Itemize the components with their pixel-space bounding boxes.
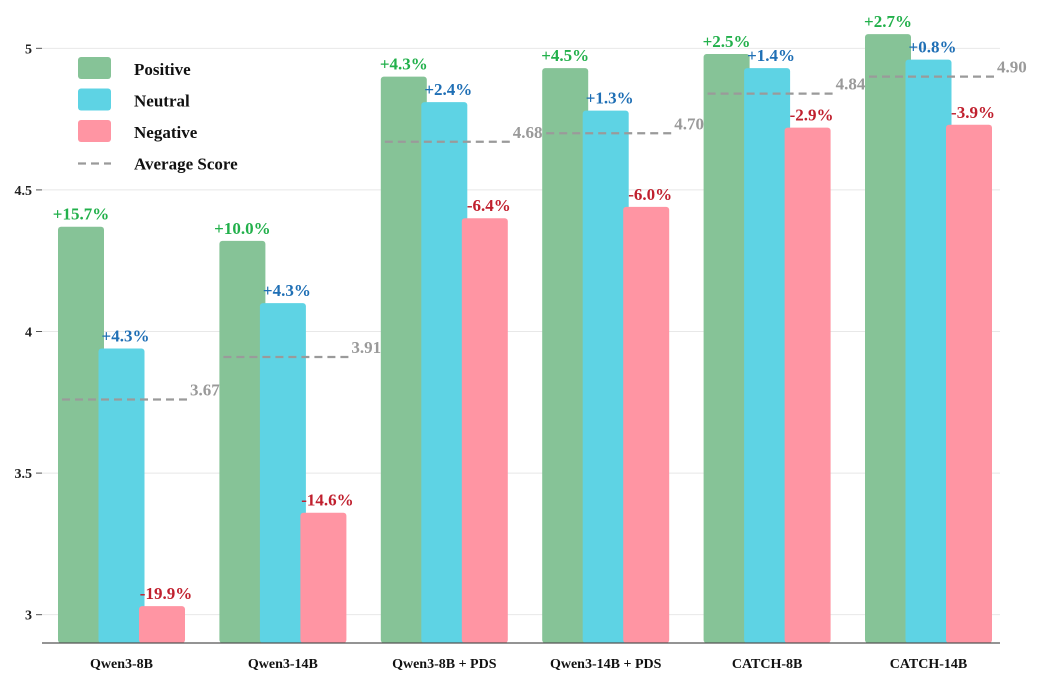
bar-neutral-0	[98, 348, 145, 643]
y-tick-label: 3	[25, 609, 32, 624]
x-tick-label: Qwen3-14B	[248, 657, 318, 672]
legend-swatch-neutral	[78, 88, 111, 111]
data-label-neutral-2: +2.4%	[424, 80, 472, 99]
x-tick-label: Qwen3-14B + PDS	[550, 657, 662, 672]
y-tick-label: 5	[25, 42, 32, 57]
average-label-5: 4.90	[997, 58, 1027, 77]
bar-negative-4	[784, 127, 831, 644]
data-label-positive-3: +4.5%	[541, 46, 589, 65]
bar-neutral-2	[421, 102, 468, 643]
data-label-negative-2: -6.4%	[467, 196, 511, 215]
bar-negative-3	[623, 206, 670, 643]
data-label-neutral-5: +0.8%	[909, 38, 957, 57]
bar-positive-4	[703, 53, 750, 644]
bar-negative-1	[300, 512, 347, 643]
legend-label-neutral: Neutral	[134, 92, 190, 111]
y-tick-label: 4	[25, 326, 32, 341]
data-label-neutral-0: +4.3%	[102, 326, 150, 345]
x-tick-label: CATCH-8B	[732, 657, 803, 672]
legend-swatch-negative	[78, 120, 111, 142]
legend-swatch-positive	[78, 57, 111, 79]
average-label-2: 4.68	[513, 123, 543, 142]
legend: Positive Neutral Negative Average Score	[78, 57, 238, 174]
bar-positive-2	[380, 76, 427, 644]
bar-neutral-1	[259, 303, 306, 643]
bar-neutral-3	[582, 110, 629, 644]
data-label-positive-4: +2.5%	[703, 32, 751, 51]
average-label-4: 4.84	[836, 75, 866, 94]
grid-lines	[42, 47, 1000, 616]
data-label-negative-4: -2.9%	[790, 106, 834, 125]
bars	[58, 34, 992, 644]
y-tick-label: 3.5	[15, 467, 33, 482]
bar-positive-3	[542, 68, 589, 643]
data-label-positive-2: +4.3%	[380, 55, 428, 74]
y-tick-label: 4.5	[15, 184, 33, 199]
data-label-positive-5: +2.7%	[864, 12, 912, 31]
data-label-neutral-1: +4.3%	[263, 281, 311, 300]
data-labels: +15.7% +4.3% -19.9% 3.67 +10.0% +4.3% -14.6% 3.…	[53, 12, 1027, 603]
y-axis-ticks: 3 3.5 4 4.5 5	[15, 42, 42, 624]
legend-label-positive: Positive	[134, 60, 191, 79]
average-label-1: 3.91	[351, 338, 381, 357]
data-label-negative-0: -19.9%	[140, 584, 192, 603]
bar-positive-5	[865, 34, 911, 643]
data-label-neutral-4: +1.4%	[747, 46, 795, 65]
legend-label-average: Average Score	[134, 155, 238, 174]
x-tick-label: CATCH-14B	[890, 657, 968, 672]
x-axis-ticks: Qwen3-8B Qwen3-14B Qwen3-8B + PDS Qwen3-14B…	[90, 657, 967, 672]
data-label-neutral-3: +1.3%	[586, 89, 634, 108]
legend-label-negative: Negative	[134, 123, 198, 142]
average-label-0: 3.67	[190, 380, 220, 399]
x-tick-label: Qwen3-8B + PDS	[392, 657, 497, 672]
x-tick-label: Qwen3-8B	[90, 657, 153, 672]
bar-neutral-5	[905, 59, 952, 644]
data-label-negative-3: -6.0%	[628, 185, 672, 204]
data-label-positive-0: +15.7%	[53, 205, 109, 224]
bar-negative-2	[461, 218, 508, 643]
average-lines	[62, 75, 995, 401]
bar-negative-5	[946, 124, 992, 643]
bar-neutral-4	[744, 68, 791, 643]
bar-positive-0	[58, 226, 104, 644]
data-label-negative-5: -3.9%	[951, 103, 995, 122]
data-label-positive-1: +10.0%	[214, 219, 270, 238]
bar-negative-0	[139, 606, 185, 643]
data-label-negative-1: -14.6%	[301, 491, 353, 510]
average-label-3: 4.70	[674, 114, 704, 133]
bar-positive-1	[219, 240, 266, 643]
